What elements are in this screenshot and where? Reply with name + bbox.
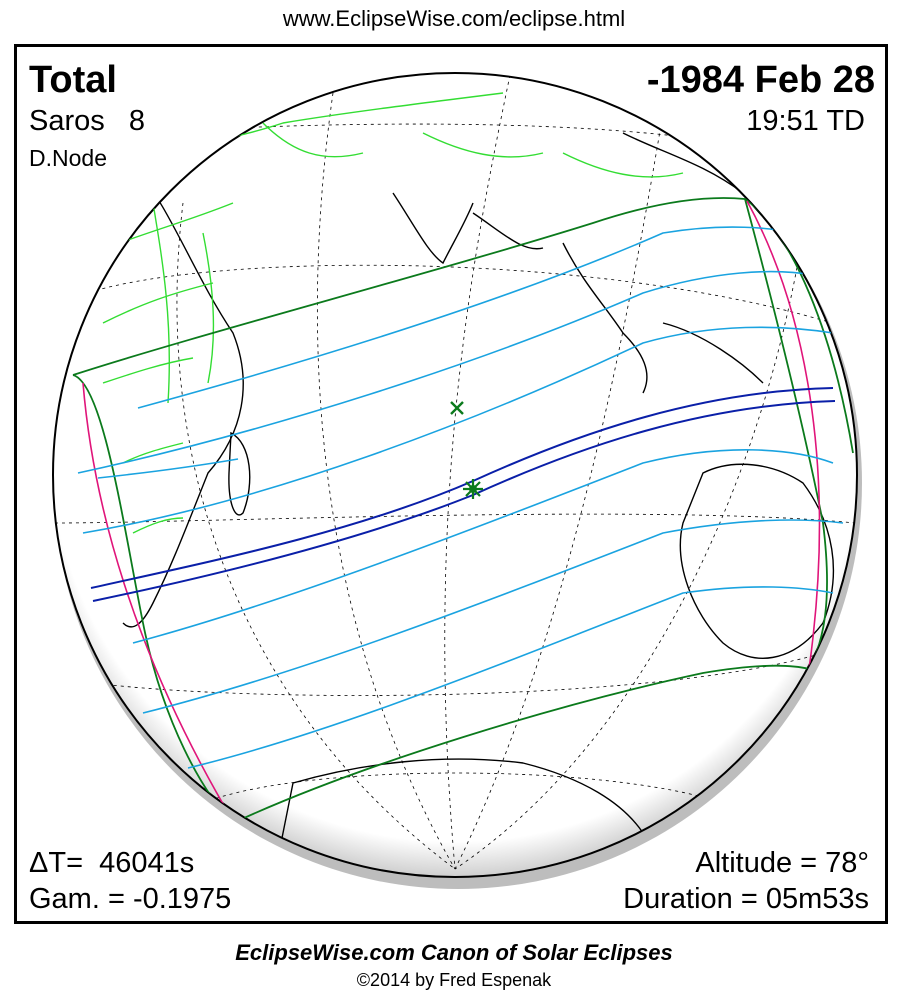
india-coast [392, 192, 474, 265]
altitude: Altitude = 78° [695, 847, 869, 879]
western-limit [72, 374, 234, 824]
green-asterisk-icon [463, 479, 483, 499]
northern-penumbral-limit [72, 197, 746, 376]
sumatra [562, 242, 648, 394]
borneo [662, 322, 764, 384]
copyright: ©2014 by Fred Espenak [356, 970, 552, 990]
borders [82, 92, 684, 534]
gamma: Gam. = -0.1975 [29, 883, 232, 915]
sunset-curve [746, 200, 821, 670]
globe [52, 72, 858, 878]
eastern-limit [744, 198, 828, 670]
madagascar [228, 431, 251, 516]
africa-coast [122, 162, 244, 628]
duration: Duration = 05m53s [623, 883, 869, 915]
rise-set-curves [82, 200, 821, 822]
bay-bengal [472, 212, 544, 250]
canon-title: EclipseWise.com Canon of Solar Eclipses [235, 940, 673, 965]
eclipse-map [52, 72, 862, 889]
asia-coast [622, 132, 744, 194]
sunrise-curve [82, 382, 234, 822]
node-label: D.Node [29, 145, 107, 171]
delta-t: ΔT= 46041s [29, 847, 195, 879]
southern-penumbral-limit [232, 664, 810, 824]
eclipse-date: -1984 Feb 28 [646, 59, 875, 101]
map-frame: Total -1984 Feb 28 Saros 8 19:51 TD D.No… [14, 44, 888, 924]
header-url: www.EclipseWise.com/eclipse.html [282, 6, 626, 31]
saros-number: Saros 8 [29, 105, 146, 137]
penumbral-lines [77, 226, 844, 769]
eclipse-time: 19:51 TD [746, 105, 865, 137]
antarctica [272, 758, 644, 877]
eclipse-type: Total [29, 59, 117, 101]
australia [679, 463, 835, 659]
green-x-icon [450, 401, 464, 415]
coastlines [122, 132, 835, 877]
